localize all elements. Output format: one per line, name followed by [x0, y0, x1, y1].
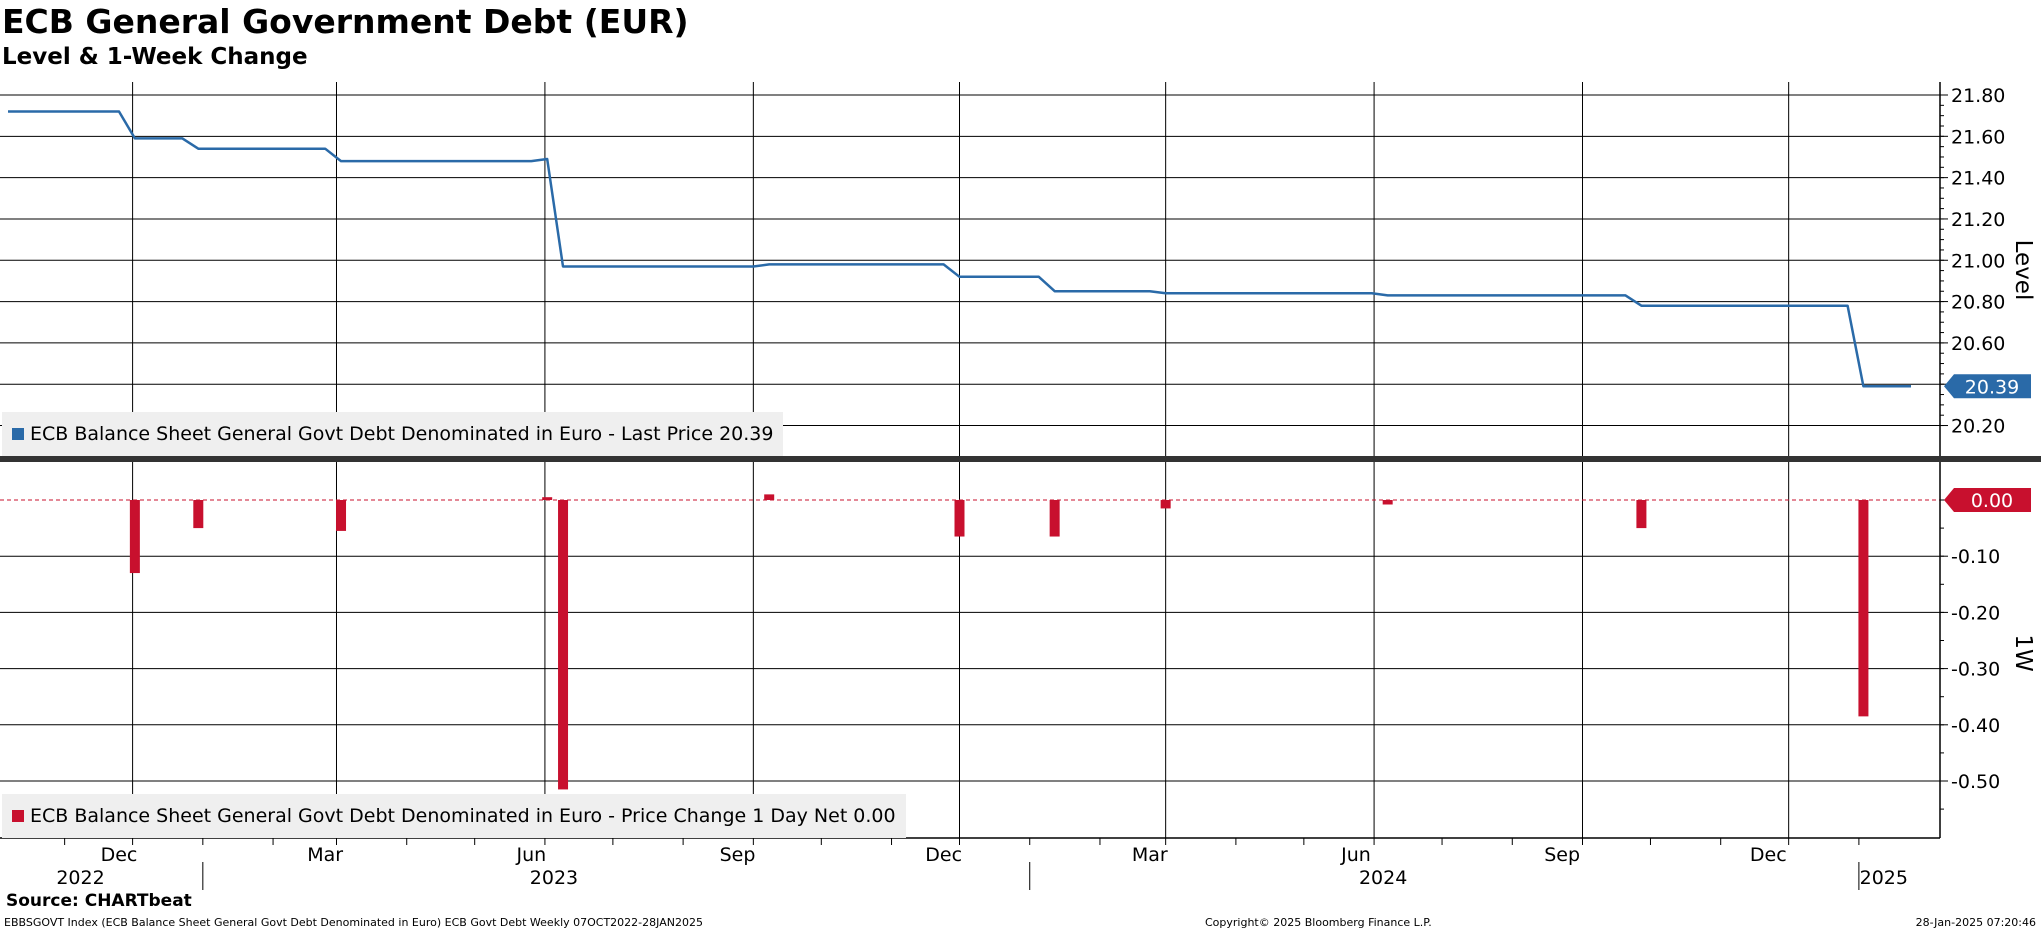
- axes: 21.8021.6021.4021.2021.0020.8020.6020.40…: [0, 82, 2041, 890]
- x-month-label: Jun: [515, 844, 546, 866]
- change-panel: [0, 494, 1940, 790]
- level-line: [8, 110, 1911, 388]
- y-tick-label: 21.80: [1951, 85, 2005, 107]
- x-month-label: Jun: [1340, 844, 1371, 866]
- x-month-label: Dec: [925, 844, 962, 866]
- panel-separator: [0, 456, 2041, 462]
- x-year-label: 2025: [1860, 867, 1908, 889]
- change-bar: [193, 500, 204, 529]
- y-tick-label: 21.20: [1951, 209, 2005, 231]
- legend-level: ECB Balance Sheet General Govt Debt Deno…: [2, 412, 784, 456]
- change-bar: [1160, 500, 1171, 509]
- y-tick-label: -0.40: [1951, 715, 2000, 737]
- legend-change: ECB Balance Sheet General Govt Debt Deno…: [2, 794, 906, 838]
- change-bar: [1858, 500, 1869, 717]
- last-price-badge: 20.39: [1944, 374, 2031, 399]
- footer-copyright: Copyright© 2025 Bloomberg Finance L.P.: [1205, 916, 1432, 929]
- change-bar: [764, 494, 775, 500]
- source-note: Source: CHARTbeat: [6, 891, 192, 911]
- y-tick-label: -0.20: [1951, 602, 2000, 624]
- x-month-label: Dec: [101, 844, 138, 866]
- change-bar: [1049, 500, 1060, 537]
- last-price-badge-shape: [1944, 374, 2031, 399]
- x-month-label: Sep: [1544, 844, 1580, 866]
- last-change-badge-text: 0.00: [1971, 490, 2013, 512]
- y-tick-label: 20.80: [1951, 292, 2005, 314]
- y-tick-label: -0.50: [1951, 771, 2000, 793]
- x-month-label: Dec: [1750, 844, 1787, 866]
- legend-change-swatch: [12, 810, 24, 822]
- x-month-label: Sep: [720, 844, 756, 866]
- grid-lines: [0, 82, 1940, 838]
- x-month-label: Mar: [307, 844, 343, 866]
- y-tick-label: -0.30: [1951, 659, 2000, 681]
- last-change-badge: 0.00: [1944, 488, 2031, 512]
- y-tick-label: 21.00: [1951, 250, 2005, 272]
- footer-description: EBBSGOVT Index (ECB Balance Sheet Genera…: [4, 916, 703, 929]
- y-tick-label: -0.10: [1951, 546, 2000, 568]
- y-tick-label: 21.60: [1951, 126, 2005, 148]
- change-bar: [336, 500, 347, 531]
- y-tick-label: 20.60: [1951, 333, 2005, 355]
- legend-change-label: ECB Balance Sheet General Govt Debt Deno…: [30, 805, 896, 827]
- change-bar: [954, 500, 965, 537]
- level-panel: [8, 110, 1911, 388]
- change-bar: [1382, 500, 1393, 505]
- y-tick-label: 21.40: [1951, 168, 2005, 190]
- chart-title: ECB General Government Debt (EUR): [2, 2, 689, 41]
- y-axis-label-level: Level: [2010, 240, 2036, 301]
- legend-level-label: ECB Balance Sheet General Govt Debt Deno…: [30, 423, 774, 445]
- last-price-badge-text: 20.39: [1965, 376, 2019, 398]
- chart-subtitle: Level & 1-Week Change: [2, 44, 308, 70]
- legend-level-swatch: [12, 428, 24, 440]
- change-bar: [558, 500, 569, 790]
- x-year-label: 2023: [530, 867, 578, 889]
- change-bar: [129, 500, 140, 574]
- change-bar: [1636, 500, 1647, 529]
- x-month-label: Mar: [1132, 844, 1168, 866]
- y-axis-label-change: 1W: [2010, 634, 2036, 671]
- last-change-badge-shape: [1944, 488, 2031, 512]
- x-year-label: 2024: [1359, 867, 1407, 889]
- x-year-label: 2022: [56, 867, 104, 889]
- change-bar: [542, 497, 553, 500]
- y-tick-label: 20.20: [1951, 416, 2005, 438]
- footer-timestamp: 28-Jan-2025 07:20:46: [1915, 916, 2036, 929]
